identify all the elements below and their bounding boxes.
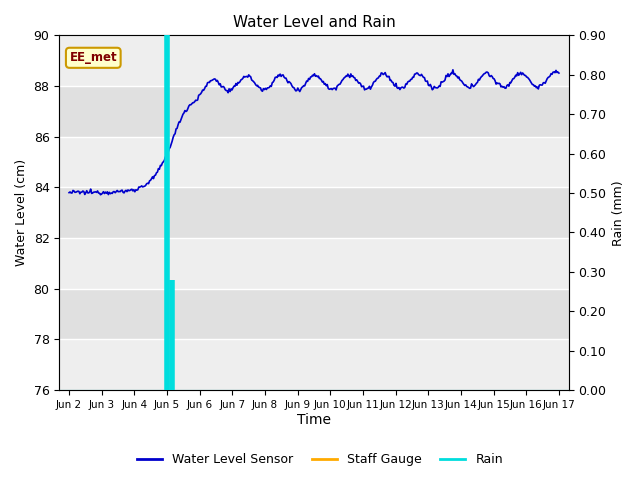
Bar [60, 187, 569, 238]
Bar [60, 137, 569, 187]
Bar [60, 289, 569, 339]
X-axis label: Time: Time [297, 413, 331, 427]
Legend: Water Level Sensor, Staff Gauge, Rain: Water Level Sensor, Staff Gauge, Rain [132, 448, 508, 471]
Title: Water Level and Rain: Water Level and Rain [232, 15, 396, 30]
Bar [60, 36, 569, 86]
Bar [60, 238, 569, 289]
Bar [60, 339, 569, 390]
Y-axis label: Water Level (cm): Water Level (cm) [15, 159, 28, 266]
Text: EE_met: EE_met [70, 51, 117, 64]
Bar [60, 86, 569, 137]
Y-axis label: Rain (mm): Rain (mm) [612, 180, 625, 246]
